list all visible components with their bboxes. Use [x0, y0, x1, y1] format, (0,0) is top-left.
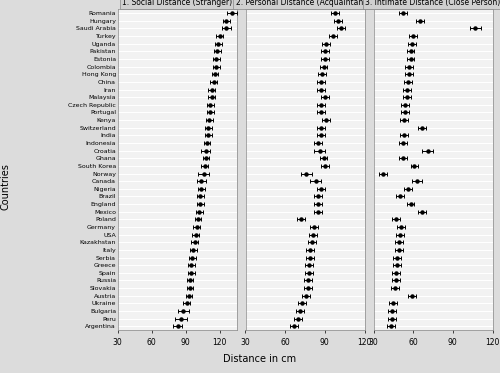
- Title: 2. Personal Distance (Acquaintance): 2. Personal Distance (Acquaintance): [236, 0, 374, 7]
- Title: 1. Social Distance (Stranger): 1. Social Distance (Stranger): [122, 0, 232, 7]
- Text: Countries: Countries: [1, 163, 11, 210]
- Title: 3. Intimate Distance (Close Person): 3. Intimate Distance (Close Person): [366, 0, 500, 7]
- Text: Distance in cm: Distance in cm: [224, 354, 296, 364]
